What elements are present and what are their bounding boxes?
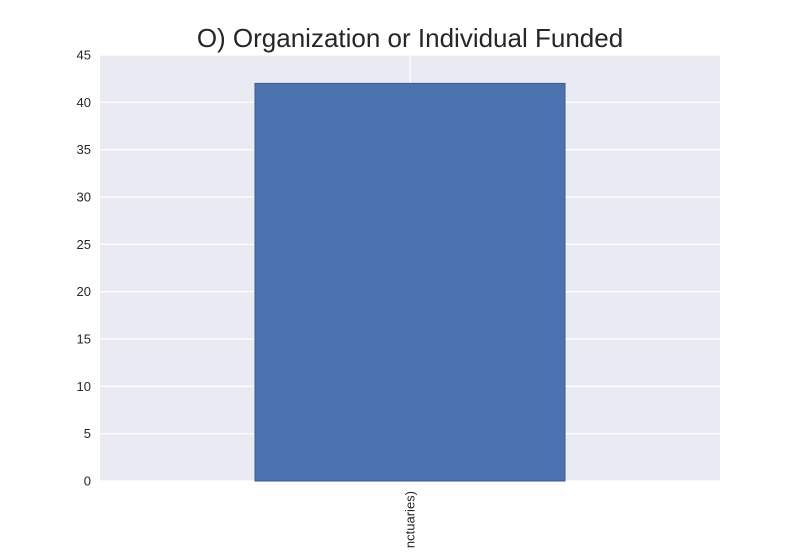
- y-tick-label: 25: [77, 237, 91, 252]
- y-tick-label: 30: [77, 190, 91, 205]
- y-tick-label: 5: [84, 426, 91, 441]
- y-axis-ticks: 0 5 10 15 20 25 30 35 40 45: [77, 48, 91, 489]
- y-tick-label: 20: [77, 284, 91, 299]
- y-tick-label: 40: [77, 95, 91, 110]
- y-tick-label: 0: [84, 474, 91, 489]
- bars: [254, 82, 566, 482]
- x-tick-label: nctuaries): [403, 491, 418, 548]
- y-tick-label: 15: [77, 332, 91, 347]
- y-tick-label: 35: [77, 142, 91, 157]
- bar: [254, 82, 566, 482]
- y-tick-label: 10: [77, 379, 91, 394]
- y-tick-label: 45: [77, 48, 91, 63]
- chart-title: O) Organization or Individual Funded: [197, 23, 623, 53]
- x-axis-ticks: nctuaries): [403, 491, 418, 548]
